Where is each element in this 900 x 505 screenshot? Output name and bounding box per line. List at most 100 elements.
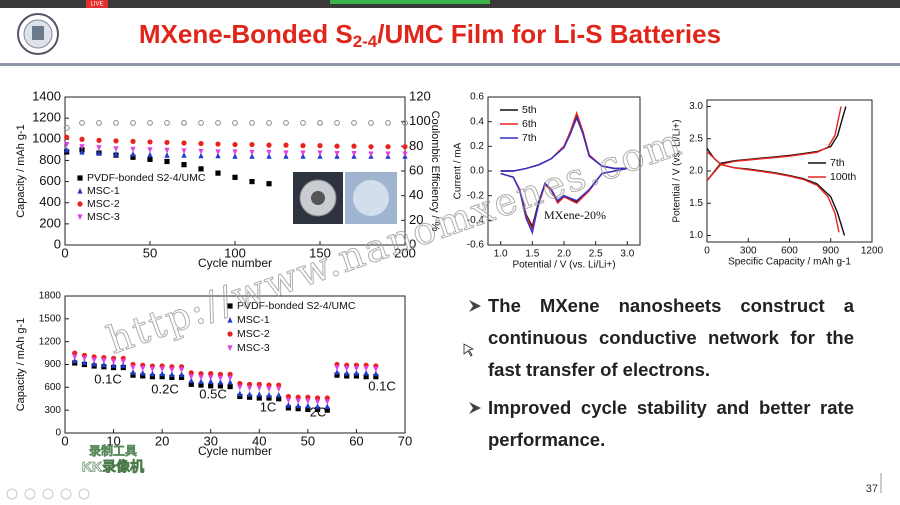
live-text: LIVE xyxy=(90,2,103,8)
efficiency-marker xyxy=(334,120,340,126)
marker xyxy=(237,390,243,397)
y-axis-label: Potential / V (vs. Li/Li+) xyxy=(672,119,683,222)
y2-tick-label: 120 xyxy=(409,88,431,103)
marker xyxy=(113,138,119,144)
marker xyxy=(385,151,391,158)
annotation: 0.5C xyxy=(199,386,226,401)
y2-tick-label: 100 xyxy=(409,113,431,128)
marker xyxy=(130,138,136,144)
bullet-text: The MXene nanosheets construct a continu… xyxy=(488,295,854,380)
marker xyxy=(334,150,340,157)
marker xyxy=(198,166,204,172)
marker xyxy=(178,367,185,373)
marker xyxy=(198,378,204,384)
efficiency-marker xyxy=(351,120,357,126)
bullet-text: Improved cycle stability and better rate… xyxy=(488,397,854,450)
toolbar-icon[interactable] xyxy=(78,488,90,500)
marker xyxy=(246,391,253,397)
marker xyxy=(334,364,340,371)
marker xyxy=(353,373,360,379)
marker xyxy=(101,361,107,368)
marker xyxy=(334,372,340,378)
marker xyxy=(246,385,253,392)
legend-marker xyxy=(77,214,83,221)
x-tick-label: 0 xyxy=(61,245,68,260)
series-line xyxy=(500,116,628,236)
x-tick-label: 200 xyxy=(394,245,416,260)
marker xyxy=(314,403,321,409)
annotation: 0.2C xyxy=(151,381,178,396)
y-tick-label: -0.6 xyxy=(467,240,485,251)
marker xyxy=(178,374,185,381)
y-axis-label: Capacity / mAh g-1 xyxy=(15,124,27,218)
y-axis-label: Capacity / mAh g-1 xyxy=(15,318,27,412)
marker xyxy=(169,371,175,377)
legend-label: PVDF-bonded S2-4/UMC xyxy=(237,300,356,312)
legend-marker xyxy=(77,201,83,207)
marker xyxy=(344,365,350,372)
marker xyxy=(237,393,243,400)
marker xyxy=(198,382,204,388)
x-tick-label: 50 xyxy=(301,433,315,448)
marker xyxy=(402,144,408,150)
y-tick-label: -0.2 xyxy=(467,190,485,201)
toolbar-icon[interactable] xyxy=(60,488,72,500)
y2-tick-label: 60 xyxy=(409,162,423,177)
legend-label: 6th xyxy=(522,118,537,130)
x-tick-label: 30 xyxy=(203,433,217,448)
toolbar-icon[interactable] xyxy=(24,488,36,500)
marker xyxy=(181,162,187,168)
cursor xyxy=(463,343,475,357)
marker xyxy=(81,355,88,362)
marker xyxy=(353,365,360,372)
marker xyxy=(208,378,214,384)
photo-film xyxy=(353,180,389,216)
toolbar-icon[interactable] xyxy=(42,488,54,500)
y-tick-label: 600 xyxy=(44,382,61,393)
marker xyxy=(368,151,374,158)
marker xyxy=(266,149,272,156)
marker xyxy=(140,373,146,379)
marker xyxy=(285,397,292,404)
bullet-list: The MXene nanosheets construct a continu… xyxy=(468,290,854,462)
efficiency-marker xyxy=(96,120,102,126)
x-tick-label: 150 xyxy=(309,245,331,260)
slide-title: MXene-Bonded S2-4/UMC Film for Li-S Batt… xyxy=(139,19,721,52)
corner-mark xyxy=(880,473,882,493)
efficiency-marker xyxy=(232,120,238,126)
legend-marker xyxy=(227,316,233,323)
x-tick-label: 1.5 xyxy=(525,249,539,260)
marker xyxy=(120,362,126,368)
marker xyxy=(159,366,165,373)
marker xyxy=(181,152,187,158)
toolbar-icon[interactable] xyxy=(6,488,18,500)
marker xyxy=(113,146,119,152)
marker xyxy=(305,406,311,413)
marker xyxy=(81,359,88,365)
marker xyxy=(334,143,340,149)
marker xyxy=(256,391,262,397)
marker xyxy=(101,358,107,364)
marker xyxy=(227,383,233,390)
y2-axis-label: Coulombic Efficiency / % xyxy=(429,111,441,232)
legend-marker xyxy=(77,187,83,194)
marker xyxy=(344,369,350,376)
marker xyxy=(96,149,102,156)
efficiency-marker xyxy=(317,120,323,126)
marker xyxy=(130,146,136,153)
marker xyxy=(305,398,311,405)
y-tick-label: 1200 xyxy=(39,336,62,347)
annotation: 0.1C xyxy=(368,378,395,393)
x-tick-label: 40 xyxy=(252,433,266,448)
marker xyxy=(256,385,262,392)
marker xyxy=(266,386,272,392)
page-number: 37 xyxy=(866,483,878,495)
x-tick-label: 50 xyxy=(143,245,157,260)
bullet-arrow xyxy=(469,300,481,312)
x-tick-label: 60 xyxy=(349,433,363,448)
y-tick-label: -0.4 xyxy=(467,215,485,226)
marker xyxy=(198,374,204,381)
marker xyxy=(215,141,221,147)
y-tick-label: 1400 xyxy=(32,88,61,103)
marker xyxy=(363,365,369,372)
